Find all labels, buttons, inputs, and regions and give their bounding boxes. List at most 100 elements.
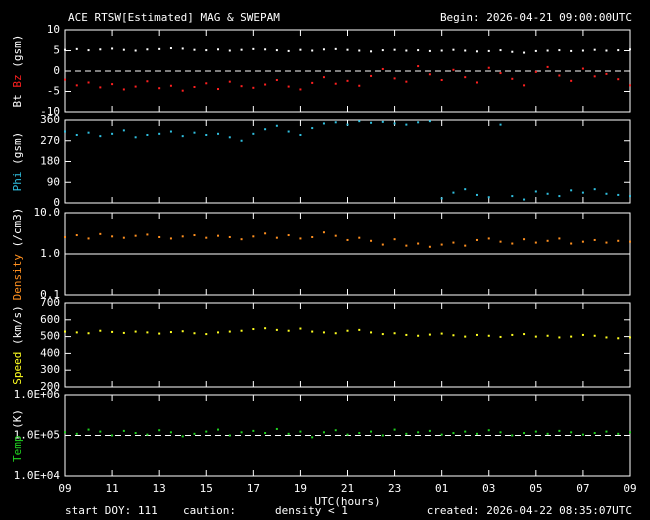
- data-point: [346, 433, 349, 436]
- data-point: [593, 48, 596, 51]
- data-point: [452, 191, 455, 194]
- data-point: [440, 49, 443, 52]
- data-point: [264, 48, 267, 51]
- data-point: [64, 235, 66, 238]
- data-point: [546, 49, 549, 52]
- data-point: [546, 239, 549, 242]
- data-point: [205, 82, 208, 85]
- data-point: [181, 47, 184, 50]
- data-point: [334, 121, 337, 124]
- data-point: [205, 430, 208, 433]
- x-tick-label: 23: [388, 482, 401, 495]
- data-point: [558, 237, 561, 240]
- data-point: [122, 429, 125, 432]
- y-tick-label: 0: [53, 196, 60, 209]
- data-point: [334, 47, 337, 50]
- y-tick-label: -10: [40, 105, 60, 118]
- data-point: [287, 49, 290, 52]
- data-point: [428, 245, 431, 248]
- data-point: [546, 192, 549, 195]
- y-tick-label: -5: [47, 85, 60, 98]
- data-point: [275, 79, 278, 82]
- data-point: [440, 79, 443, 82]
- data-point: [358, 49, 361, 52]
- data-point: [228, 136, 231, 139]
- data-point: [252, 429, 255, 432]
- data-point: [205, 133, 208, 136]
- data-point: [264, 128, 267, 131]
- data-point: [464, 49, 467, 52]
- data-point: [534, 241, 537, 244]
- data-point: [546, 334, 549, 337]
- data-point: [417, 49, 420, 52]
- data-point: [464, 430, 467, 433]
- data-point: [64, 78, 66, 81]
- data-point: [217, 234, 220, 237]
- data-point: [322, 48, 325, 51]
- data-point: [428, 429, 431, 432]
- data-point: [440, 433, 443, 436]
- data-point: [134, 330, 137, 333]
- data-point: [75, 47, 78, 50]
- data-point: [146, 80, 149, 83]
- data-point: [381, 120, 384, 123]
- data-point: [464, 188, 467, 191]
- x-tick-label: 07: [576, 482, 589, 495]
- data-point: [158, 47, 161, 50]
- data-point: [217, 331, 220, 334]
- data-point: [64, 330, 66, 333]
- data-point: [228, 235, 231, 238]
- data-point: [169, 47, 172, 50]
- data-point: [252, 235, 255, 238]
- data-point: [322, 431, 325, 434]
- x-tick-label: 01: [435, 482, 448, 495]
- data-point: [158, 429, 161, 432]
- data-point: [393, 238, 396, 241]
- data-point: [275, 124, 278, 127]
- data-point: [464, 335, 467, 338]
- data-point: [87, 237, 90, 240]
- caution-note: density < 1: [275, 504, 348, 517]
- data-point: [346, 329, 349, 332]
- data-point: [264, 232, 267, 235]
- data-point: [558, 429, 561, 432]
- data-point: [534, 430, 537, 433]
- data-point: [629, 84, 631, 87]
- data-point: [322, 231, 325, 234]
- data-point: [405, 333, 408, 336]
- data-point: [440, 332, 443, 335]
- x-tick-label: 11: [105, 482, 118, 495]
- start-doy: start DOY: 111: [65, 504, 158, 517]
- data-point: [311, 81, 314, 84]
- data-point: [134, 432, 137, 435]
- data-point: [169, 84, 172, 87]
- data-point: [193, 131, 196, 134]
- data-point: [511, 434, 514, 437]
- data-point: [87, 131, 90, 134]
- data-point: [475, 81, 478, 84]
- data-point: [111, 83, 114, 86]
- y-axis-unit: (gsm): [11, 35, 24, 68]
- data-point: [64, 48, 66, 51]
- data-point: [87, 428, 90, 431]
- data-point: [370, 430, 373, 433]
- data-point: [193, 234, 196, 237]
- y-axis-label: Bt Bz (gsm): [11, 35, 24, 108]
- data-point: [252, 328, 255, 331]
- data-point: [428, 73, 431, 76]
- data-point: [181, 235, 184, 238]
- x-tick-label: 17: [247, 482, 260, 495]
- data-point: [370, 74, 373, 77]
- data-point: [428, 333, 431, 336]
- data-point: [417, 65, 420, 68]
- panel-frame: [64, 302, 631, 388]
- legend-label: Density: [11, 254, 24, 301]
- data-point: [523, 51, 526, 54]
- data-point: [440, 243, 443, 246]
- data-point: [393, 77, 396, 80]
- data-point: [464, 76, 467, 79]
- data-point: [311, 127, 314, 130]
- data-point: [475, 50, 478, 53]
- data-point: [287, 130, 290, 133]
- data-point: [570, 431, 573, 434]
